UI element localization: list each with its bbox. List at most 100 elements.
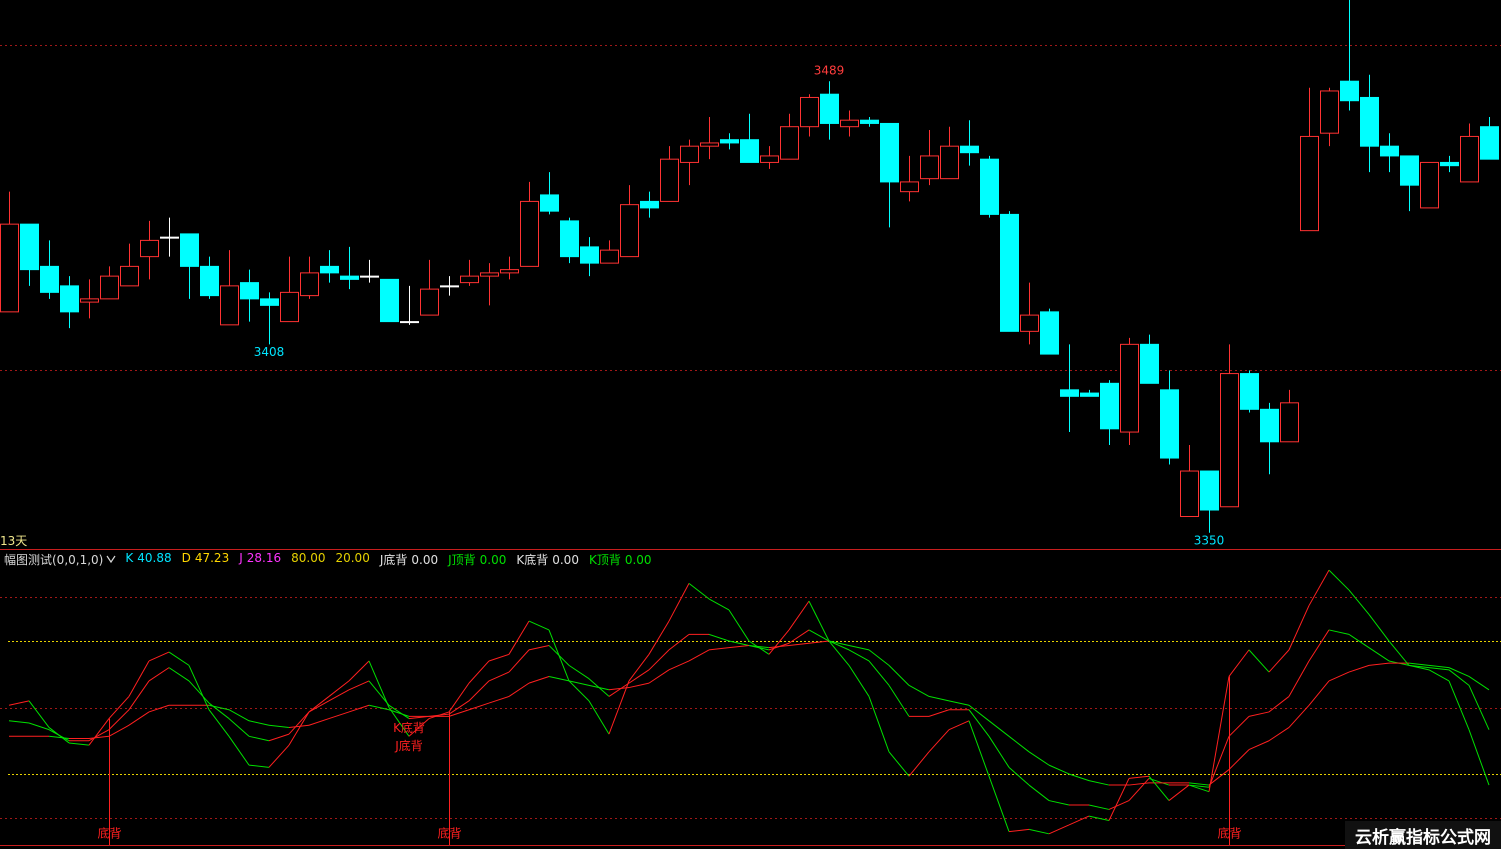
candle-body [160,236,179,239]
candle-body [500,269,519,274]
indicator-segment [1468,729,1490,786]
indicator-segment [508,649,530,673]
indicator-segment [948,700,970,706]
readout-name: K [125,550,134,565]
indicator-segment [528,676,550,684]
candle-body [1160,389,1179,459]
indicator-segment [188,665,210,710]
readout: D 47.23 [182,551,230,568]
indicator-segment [8,700,30,706]
readout: J 28.16 [239,551,281,568]
indicator-segment [928,729,950,753]
indicator-segment [668,583,690,622]
readout: J底背 0.00 [380,551,438,568]
indicator-segment [228,736,250,766]
candle-body [260,298,279,306]
indicator-segment [308,718,330,726]
indicator-segment [628,654,650,682]
indicator-segment [988,736,1010,768]
indicator-segment [108,724,130,737]
indicator-segment [1348,664,1370,673]
dropdown-icon[interactable] [105,554,117,564]
candle-body [360,275,379,278]
flag-value: 0.00 [411,552,439,567]
indicator-segment [588,700,610,735]
indicator-segment [1088,804,1110,810]
indicator-segment [248,735,270,742]
indicator-segment [1408,664,1430,671]
indicator-segment [768,629,790,655]
indicator-segment [568,664,590,680]
indicator-segment [208,709,230,737]
indicator-segment [268,733,290,742]
candle-body [600,249,619,264]
indicator-segment [1448,667,1470,677]
candle-body [940,145,959,180]
candle-body [400,321,419,324]
candle-body [80,298,99,303]
indicator-segment [1308,569,1330,606]
indicator-segment [368,704,390,711]
flag-name: K底背 [516,552,549,567]
indicator-segment [888,751,910,777]
indicator-segment [1408,662,1430,666]
divergence-label: K底背 [393,720,425,735]
indicator-segment [1368,614,1390,642]
candle-body [1480,126,1499,160]
indicator-segment [1148,775,1170,801]
candle-body [820,93,839,124]
watermark: 云析赢指标公式网 [1345,821,1501,849]
indicator-segment [148,704,170,713]
candle-body [1420,161,1439,209]
indicator-segment [988,720,1010,737]
candle-body [780,126,799,160]
indicator-segment [808,629,830,642]
indicator-segment [128,711,150,726]
indicator-segment [1468,685,1490,730]
candle-body [1380,145,1399,157]
indicator-segment [568,680,590,702]
indicator-segment [768,644,790,649]
readout-value: 40.88 [137,550,172,565]
indicator-segment [788,629,810,644]
candle-body [1040,311,1059,355]
readout: 80.00 [291,551,325,568]
readout-name: J [239,550,243,565]
candle-body [300,272,319,297]
indicator-segment [148,651,170,662]
indicator-segment [468,702,490,711]
indicator-segment [528,644,550,651]
indicator-segment [1188,784,1210,788]
indicator-segment [1248,649,1270,673]
indicator-segment [1288,704,1310,728]
indicator-segment [1348,633,1370,649]
indicator-segment [688,583,710,600]
candle-body [1120,343,1139,433]
indicator-segment [1088,780,1110,786]
candle-body [1300,135,1319,232]
indicator-segment [108,696,130,719]
indicator-segment [388,707,410,737]
readouts: K 40.88 D 47.23 J 28.16 80.00 20.00 J底背 0.00 J顶背 0.… [125,551,661,568]
indicator-segment [1008,828,1030,833]
indicator-segment [388,709,410,717]
indicator-segment [28,700,50,728]
candle-body [760,155,779,163]
indicator-segment [808,640,830,644]
indicator-segment [548,629,570,682]
indicator-segment [328,689,350,702]
indicator-segment [1348,589,1370,615]
indicator-segment [948,720,970,731]
indicator-segment [328,680,350,697]
level-label: 80.00 [291,550,326,565]
indicator-segment [1048,764,1070,775]
indicator-segment [168,651,190,666]
indicator-segment [1028,751,1050,766]
indicator-segment [1448,669,1470,686]
indicator-segment [808,600,830,642]
indicator-segment [168,667,190,682]
indicator-segment [1128,775,1150,779]
candle-body [980,158,999,215]
flag-name: J底背 [379,552,408,567]
indicator-segment [448,709,470,717]
